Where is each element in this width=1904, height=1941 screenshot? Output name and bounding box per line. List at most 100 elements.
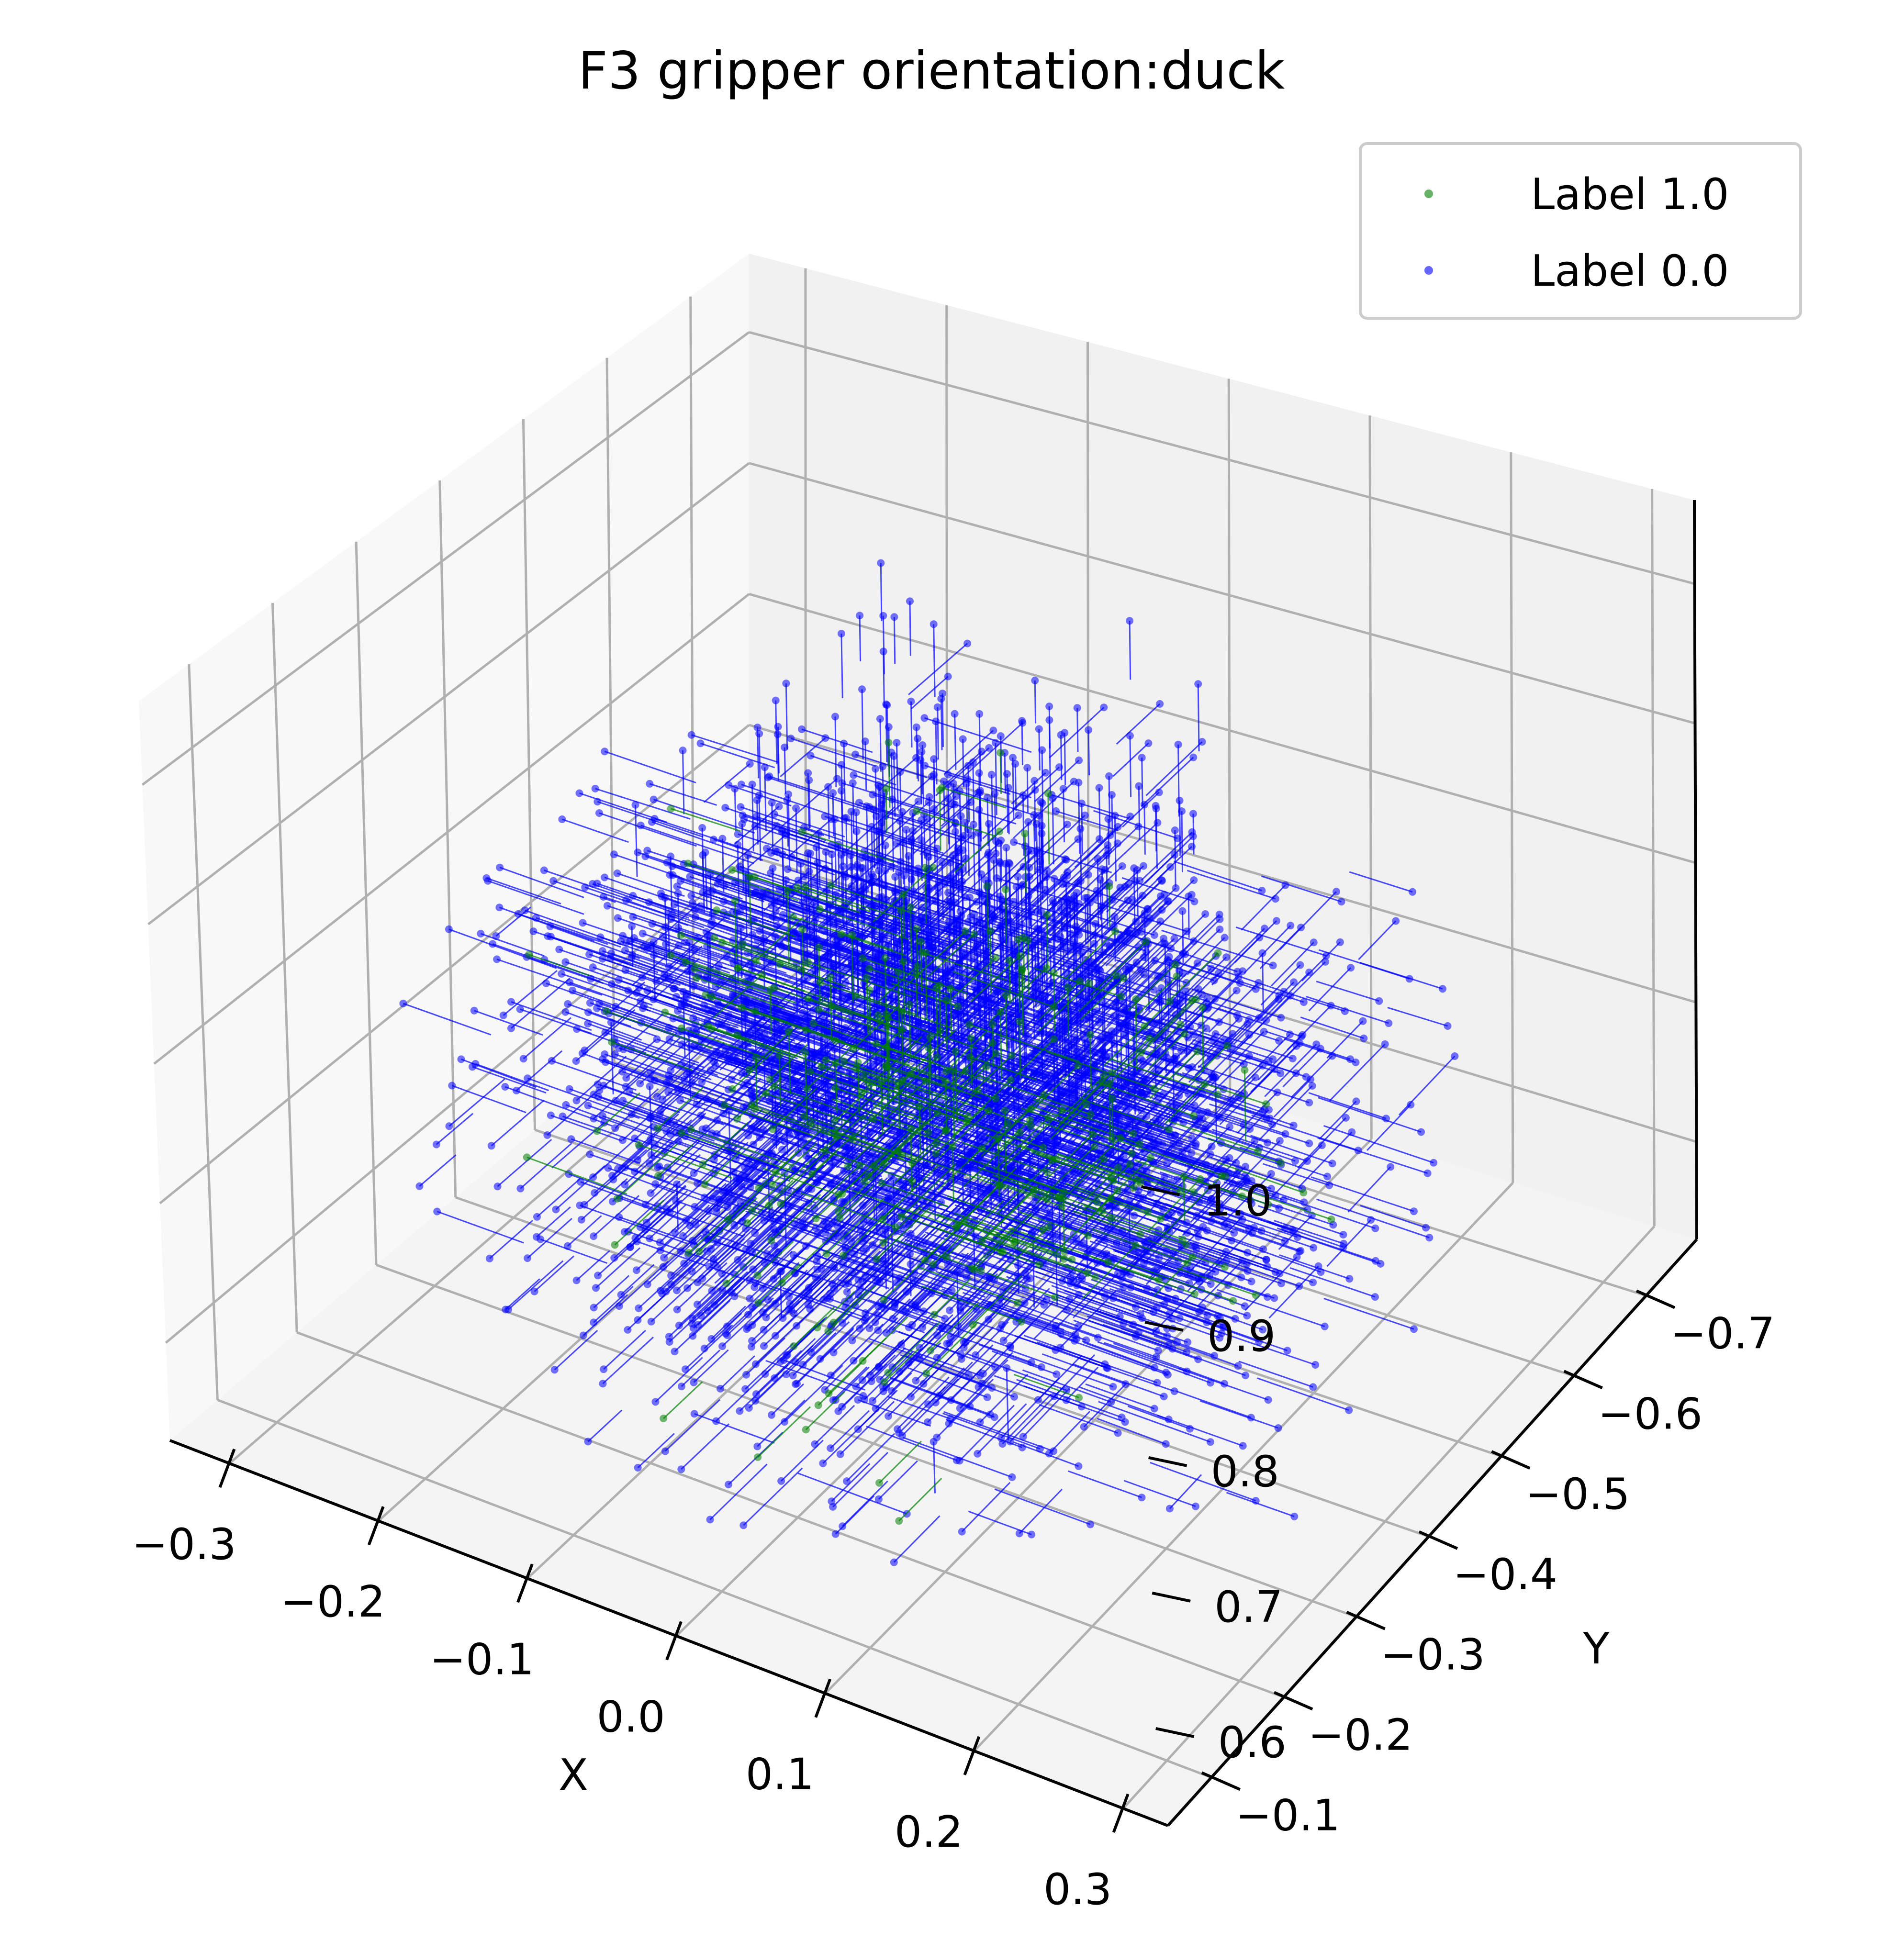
data-point — [1183, 1348, 1191, 1356]
data-point — [1014, 873, 1022, 881]
data-point — [1086, 1520, 1095, 1528]
data-point — [770, 810, 778, 818]
data-point — [657, 889, 665, 897]
data-point — [975, 710, 984, 718]
data-point — [1328, 1052, 1336, 1060]
data-point — [1275, 1204, 1283, 1212]
orientation-arrow — [603, 896, 689, 926]
data-point — [1075, 756, 1083, 764]
orientation-arrow — [741, 783, 851, 822]
data-point — [601, 873, 609, 881]
orientation-arrow — [584, 886, 675, 918]
data-point — [1277, 1014, 1285, 1022]
orientation-arrow — [972, 762, 975, 823]
orientation-arrow — [886, 705, 889, 765]
data-point — [752, 813, 761, 821]
data-point — [610, 850, 618, 859]
data-point — [690, 1410, 698, 1418]
orientation-arrow — [604, 750, 696, 783]
data-marks — [399, 559, 1459, 1566]
data-point — [493, 955, 501, 963]
data-point — [787, 735, 795, 743]
grid-line-x-floor — [973, 1182, 1514, 1752]
orientation-arrow — [588, 1011, 657, 1037]
data-point — [912, 754, 920, 762]
data-point — [1118, 862, 1126, 870]
data-point — [1031, 677, 1039, 684]
data-point — [1162, 1440, 1170, 1448]
orientation-arrow — [1055, 810, 1119, 831]
orientation-arrow — [767, 777, 879, 815]
orientation-arrow — [691, 895, 776, 925]
orientation-arrow — [662, 936, 749, 967]
orientation-arrow — [1129, 621, 1131, 680]
data-point — [1367, 1216, 1375, 1224]
data-point — [1035, 811, 1043, 819]
data-point — [1074, 835, 1082, 843]
z-axis-line — [1693, 500, 1698, 1240]
orientation-arrow — [899, 772, 902, 815]
data-point — [1188, 1063, 1196, 1071]
data-point — [890, 613, 898, 621]
data-point — [900, 871, 908, 880]
orientation-arrow — [937, 707, 939, 760]
data-point — [612, 1096, 620, 1104]
data-point — [1193, 959, 1201, 967]
orientation-arrow — [1008, 787, 1010, 835]
orientation-arrow — [486, 877, 561, 905]
data-point — [564, 1000, 572, 1008]
data-point — [1286, 992, 1294, 1000]
data-point — [1120, 1320, 1128, 1327]
data-point — [887, 863, 896, 871]
data-point — [991, 790, 999, 798]
data-point — [1035, 725, 1043, 733]
data-point — [561, 1008, 570, 1016]
orientation-arrow — [941, 693, 944, 747]
data-point — [1288, 1055, 1297, 1062]
data-point — [1360, 1034, 1368, 1042]
data-point — [734, 830, 742, 838]
grid-line-z-back — [749, 592, 1696, 864]
data-point — [782, 680, 790, 688]
orientation-arrow — [952, 878, 955, 950]
orientation-arrow — [713, 838, 779, 862]
data-point — [967, 913, 975, 921]
data-point — [1281, 881, 1289, 889]
data-point — [1163, 1332, 1171, 1340]
data-point — [1206, 1150, 1214, 1158]
orientation-arrow — [480, 933, 545, 957]
data-point — [1043, 866, 1051, 874]
orientation-arrow — [774, 813, 845, 837]
data-point — [1188, 843, 1196, 850]
data-point — [1451, 1052, 1459, 1060]
orientation-arrow — [807, 773, 810, 831]
data-point — [565, 1085, 573, 1093]
data-point — [720, 881, 728, 890]
data-point — [985, 820, 993, 828]
data-point — [670, 984, 678, 993]
data-point — [589, 963, 597, 971]
data-point — [1194, 680, 1202, 688]
orientation-arrow — [880, 563, 883, 621]
data-point — [1375, 997, 1383, 1005]
data-point — [1305, 1139, 1313, 1148]
data-point — [1198, 738, 1206, 746]
data-point — [1158, 1141, 1166, 1149]
orientation-arrow — [777, 726, 780, 774]
data-point — [1208, 1142, 1216, 1150]
data-point — [631, 801, 639, 809]
data-point — [1417, 1128, 1425, 1136]
orientation-arrow — [403, 1003, 492, 1036]
data-point — [1010, 838, 1018, 846]
data-point — [634, 848, 642, 857]
orientation-arrow — [948, 774, 1011, 795]
data-point — [772, 696, 780, 704]
data-point — [547, 933, 555, 941]
data-point — [736, 862, 744, 870]
orientation-arrow — [527, 1077, 640, 1119]
data-point — [558, 970, 566, 978]
orientation-arrow — [1014, 764, 1017, 811]
chart-title: F3 gripper orientation:duck — [578, 41, 1285, 101]
data-point — [1307, 1075, 1314, 1083]
